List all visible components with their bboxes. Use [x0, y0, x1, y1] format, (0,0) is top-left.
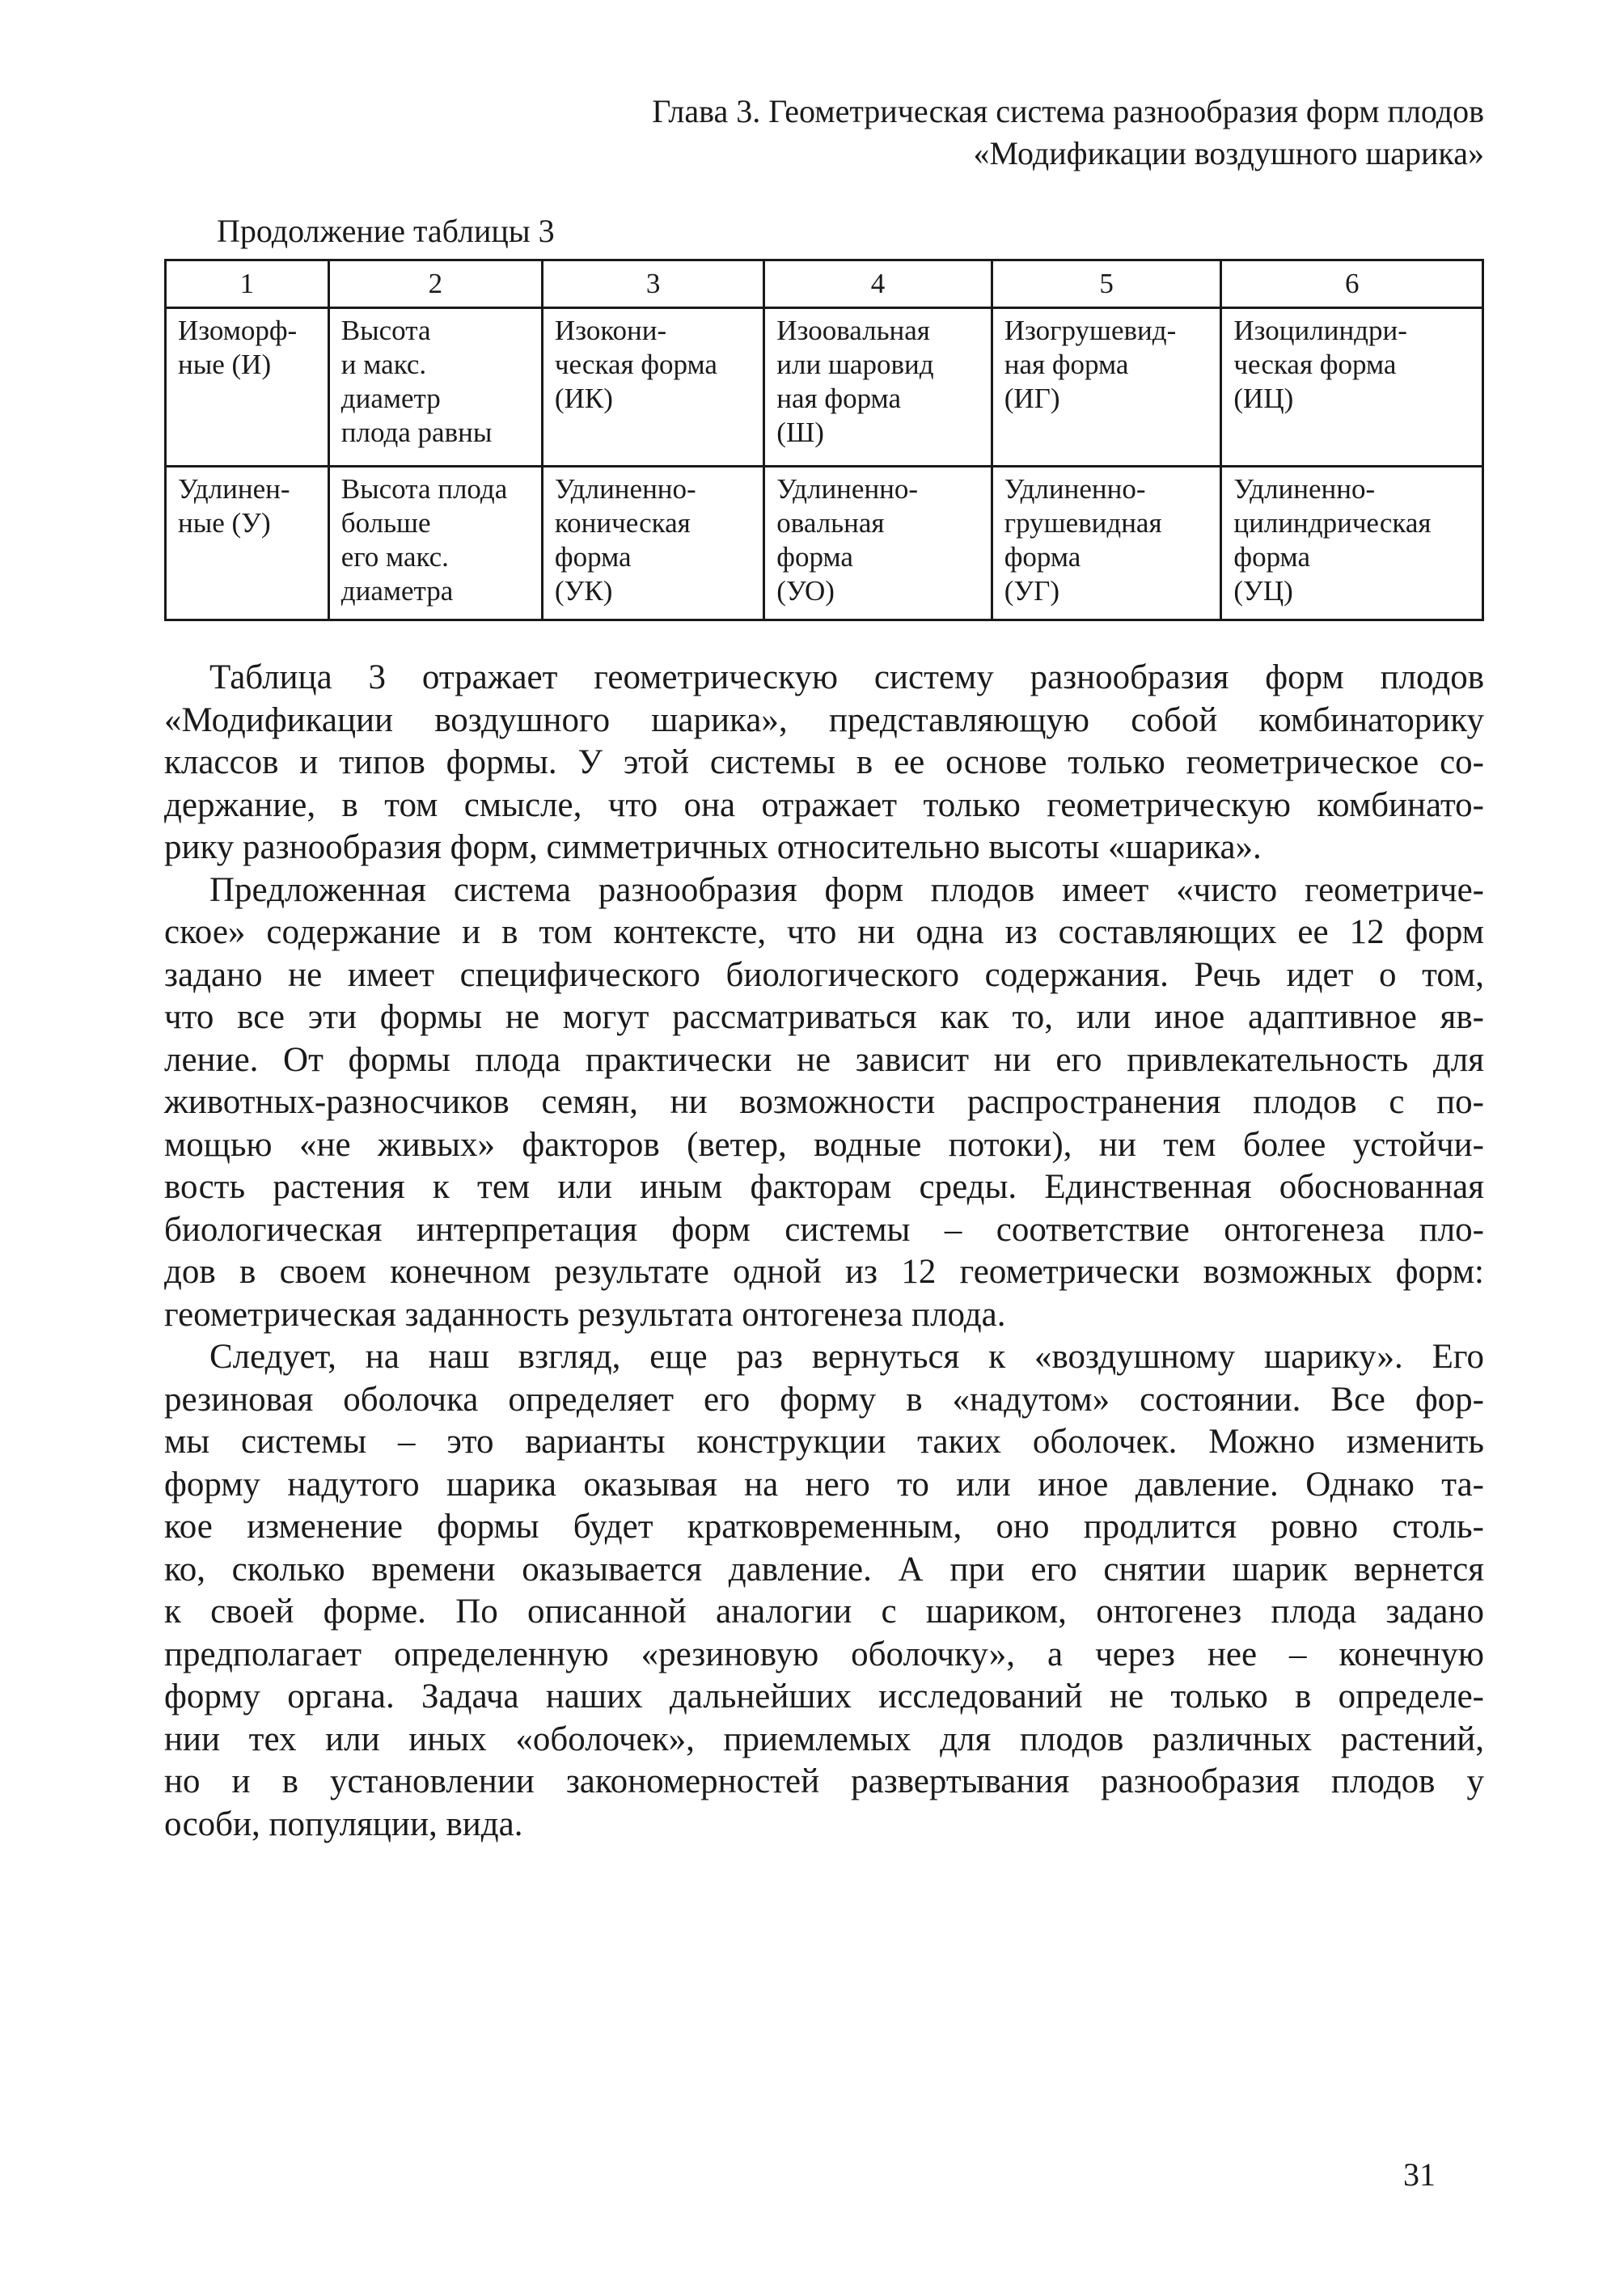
paragraph-line: что все эти формы не могут рассматривать… — [164, 998, 1484, 1036]
paragraph-line: резиновая оболочка определяет его форму … — [164, 1380, 1484, 1419]
paragraph: Следует, на наш взгляд, еще раз вернутьс… — [164, 1336, 1484, 1846]
body-text: Таблица 3 отражает геометрическую систем… — [164, 657, 1484, 1846]
paragraph-line: животных-разносчиков семян, ни возможнос… — [164, 1083, 1484, 1121]
table-cell: Удлинен- ные (У) — [164, 465, 330, 621]
paragraph-line: вость растения к тем или иным факторам с… — [164, 1168, 1484, 1206]
paragraph-line: особи, популяции, вида. — [164, 1804, 523, 1843]
paragraph-line: Следует, на наш взгляд, еще раз вернутьс… — [209, 1338, 1484, 1376]
table-cell: Удлиненно- грушевидная форма (УГ) — [990, 465, 1223, 621]
paragraph-line: мы системы – это варианты конструкции та… — [164, 1423, 1484, 1461]
paragraph-line: кое изменение формы будет кратковременны… — [164, 1508, 1484, 1546]
paragraph-line: ское» содержание и в том контексте, что … — [164, 913, 1484, 951]
paragraph-line: но и в установлении закономерностей разв… — [164, 1762, 1484, 1800]
running-head-chapter: Глава 3. Геометрическая система разнообр… — [652, 93, 1484, 129]
table-cell: Удлиненно- цилиндрическая форма (УЦ) — [1220, 465, 1484, 621]
table-cell: Изокони- ческая форма (ИК) — [540, 307, 766, 467]
forms-table: 1 2 3 4 5 6 Изоморф- ные (И) Высота и ма… — [164, 259, 1484, 621]
table-cell: Удлиненно- овальная форма (УО) — [763, 465, 993, 621]
paragraph-line: «Модификации воздушного шарика», предста… — [164, 700, 1484, 739]
table-cell: Удлиненно- коническая форма (УК) — [540, 465, 766, 621]
table-header-cell: 6 — [1220, 259, 1484, 309]
table-header-cell: 3 — [540, 259, 766, 309]
paragraph-line: нии тех или иных «оболочек», приемлемых … — [164, 1720, 1484, 1758]
paragraph-line: классов и типов формы. У этой системы в … — [164, 743, 1484, 781]
table-cell: Высота плода больше его макс. диаметра — [327, 465, 543, 621]
table-row: Удлинен- ные (У) Высота плода больше его… — [164, 465, 1484, 621]
paragraph-line: дов в своем конечном результате одной из… — [164, 1253, 1484, 1291]
table-header-cell: 4 — [763, 259, 993, 309]
table-header-cell: 5 — [990, 259, 1223, 309]
table-cell: Изоовальная или шаровид ная форма (Ш) — [763, 307, 993, 467]
paragraph-line: держание, в том смысле, что она отражает… — [164, 785, 1484, 824]
paragraph-line: предполагает определенную «резиновую обо… — [164, 1635, 1484, 1673]
paragraph-line: биологическая интерпретация форм системы… — [164, 1210, 1484, 1249]
running-head-subtitle: «Модификации воздушного шарика» — [973, 135, 1484, 171]
paragraph-line: Таблица 3 отражает геометрическую систем… — [209, 658, 1484, 696]
table-header-row: 1 2 3 4 5 6 — [164, 259, 1484, 309]
paragraph-line: мощью «не живых» факторов (ветер, водные… — [164, 1125, 1484, 1164]
paragraph-line: ко, сколько времени оказывается давление… — [164, 1550, 1484, 1589]
table-row: Изоморф- ные (И) Высота и макс. диаметр … — [164, 307, 1484, 467]
table-cell: Изогрушевид- ная форма (ИГ) — [990, 307, 1223, 467]
table-cell: Изоморф- ные (И) — [164, 307, 330, 467]
paragraph-line: задано не имеет специфического биологиче… — [164, 955, 1484, 994]
table-header-cell: 1 — [164, 259, 330, 309]
paragraph-line: Предложенная система разнообразия форм п… — [209, 870, 1484, 909]
paragraph-line: к своей форме. По описанной аналогии с ш… — [164, 1593, 1484, 1631]
table-cell: Высота и макс. диаметр плода равны — [327, 307, 543, 467]
running-head: Глава 3. Геометрическая система разнообр… — [652, 91, 1484, 175]
page-number: 31 — [1403, 2156, 1436, 2193]
table-cell: Изоцилиндри- ческая форма (ИЦ) — [1220, 307, 1484, 467]
paragraph-line: ление. От формы плода практически не зав… — [164, 1040, 1484, 1079]
paragraph: Предложенная система разнообразия форм п… — [164, 869, 1484, 1337]
paragraph-line: геометрическая заданность результата онт… — [164, 1295, 1006, 1334]
paragraph-line: рику разнообразия форм, симметричных отн… — [164, 828, 1262, 866]
paragraph: Таблица 3 отражает геометрическую систем… — [164, 657, 1484, 869]
table-caption: Продолжение таблицы 3 — [217, 213, 555, 249]
paragraph-line: форму органа. Задача наших дальнейших ис… — [164, 1677, 1484, 1716]
table-header-cell: 2 — [327, 259, 543, 309]
paragraph-line: форму надутого шарика оказывая на него т… — [164, 1465, 1484, 1504]
